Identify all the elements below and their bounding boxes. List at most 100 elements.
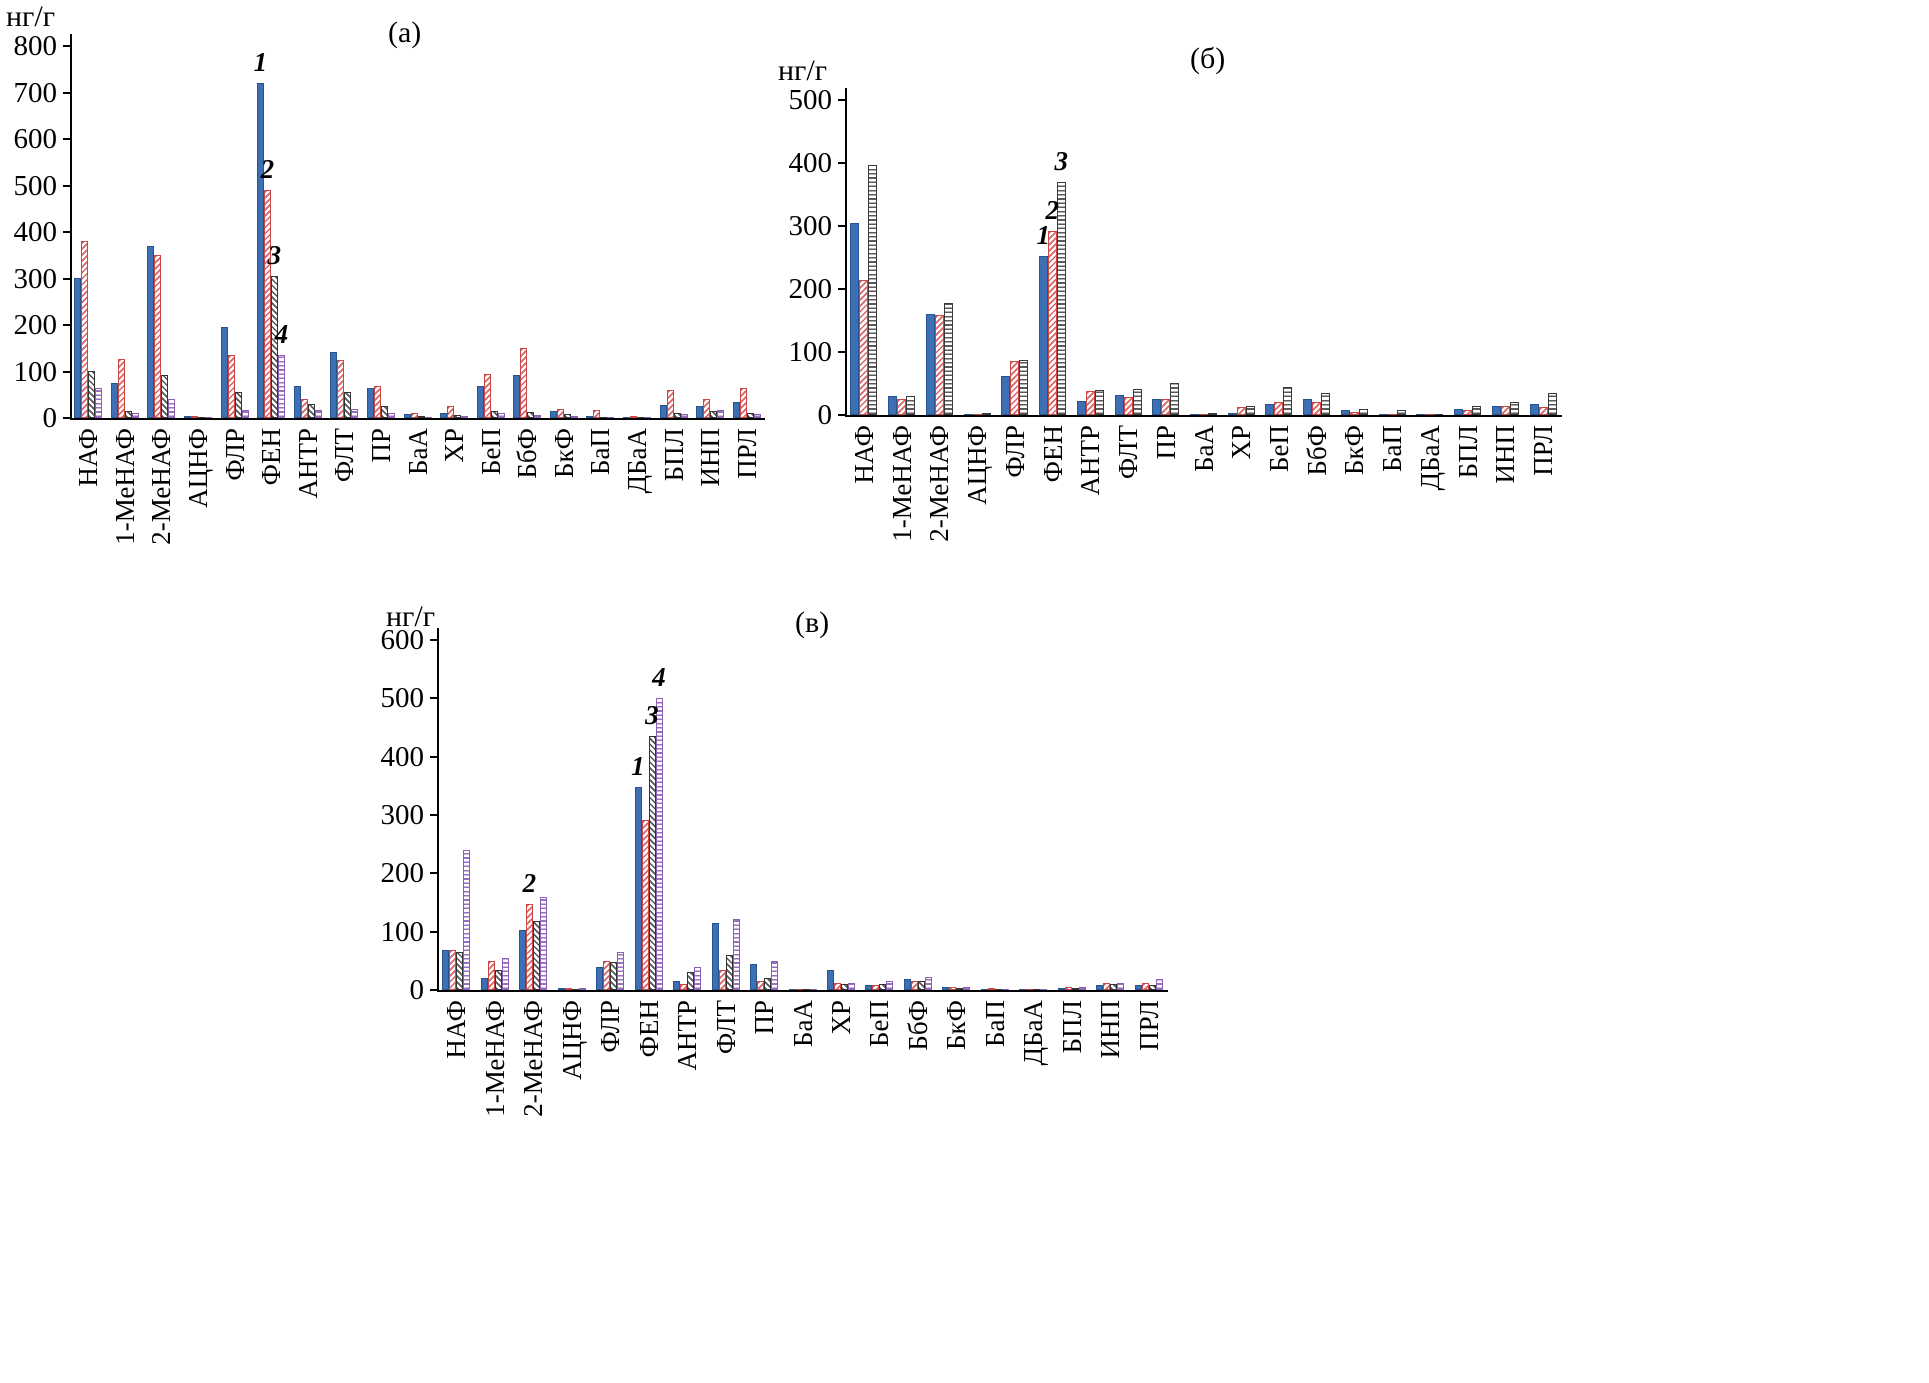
x-axis-category-label: АНТР bbox=[292, 428, 323, 499]
bar-ФЕН-s3 bbox=[1057, 182, 1067, 415]
series-annotation-2: 2 bbox=[1045, 195, 1060, 225]
bar-БПЛ-s4 bbox=[1078, 987, 1086, 990]
x-axis-category-label: ПРЛ bbox=[1528, 425, 1559, 476]
x-axis-category-label: БПЛ bbox=[1452, 425, 1483, 479]
bar-ФЛТ-s3 bbox=[1132, 389, 1142, 415]
bar-БПЛ-s1 bbox=[659, 405, 667, 418]
bar-ФЛР-s2 bbox=[603, 961, 611, 990]
y-axis-tick bbox=[838, 414, 845, 416]
bar-НАФ-s4 bbox=[95, 388, 103, 418]
bar-ФЕН-s4 bbox=[655, 698, 663, 990]
bar-ХР-s1 bbox=[440, 413, 448, 418]
x-axis-category-label: ФЕН bbox=[1037, 425, 1068, 483]
bar-БкФ-s3 bbox=[956, 988, 964, 990]
bar-АЦНФ-s1 bbox=[557, 988, 565, 990]
x-axis-category-label: 1-МеНАФ bbox=[479, 1000, 510, 1117]
x-axis-category-label: ФЕН bbox=[633, 1000, 664, 1058]
bar-ХР-s2 bbox=[1236, 407, 1246, 415]
bar-ФЛТ-s1 bbox=[1114, 395, 1124, 415]
bar-ПР-s2 bbox=[1161, 399, 1171, 415]
x-axis-line bbox=[437, 990, 1168, 992]
bar-ПРЛ-s2 bbox=[739, 388, 747, 418]
y-axis-line bbox=[845, 88, 847, 417]
bar-БПЛ-s3 bbox=[1071, 988, 1079, 990]
x-axis-category-label: АНТР bbox=[1075, 425, 1106, 496]
bar-ФЛТ-s1 bbox=[330, 352, 338, 418]
bar-АЦНФ-s2 bbox=[564, 988, 572, 990]
bar-1-МеНАФ-s1 bbox=[110, 383, 118, 418]
x-axis-category-label: ДБаА bbox=[621, 428, 652, 494]
y-axis-tick bbox=[63, 91, 70, 94]
bar-АЦНФ-s3 bbox=[981, 413, 991, 415]
bar-БПЛ-s1 bbox=[1454, 409, 1464, 415]
bar-ПР-s3 bbox=[1170, 383, 1180, 415]
bar-НАФ-s3 bbox=[88, 371, 96, 418]
bar-БПЛ-s4 bbox=[680, 414, 688, 418]
y-axis-tick-label: 600 bbox=[13, 123, 58, 155]
chart-v: нг/г (в) 0 100 200 300 400 500 600 НАФ 1-МеНАФ 2-Ме… bbox=[360, 596, 1190, 1158]
y-axis-tick bbox=[430, 697, 437, 700]
series-annotation-1: 1 bbox=[1036, 220, 1051, 250]
y-axis-tick bbox=[430, 814, 437, 816]
y-axis-tick bbox=[63, 370, 70, 373]
bar-БаА-s3 bbox=[1208, 413, 1217, 415]
bar-АЦНФ-s1 bbox=[184, 416, 192, 418]
bar-БаП-s2 bbox=[593, 410, 601, 418]
bar-БеП-s1 bbox=[476, 386, 484, 418]
bar-ИНП-s2 bbox=[1500, 406, 1510, 415]
bar-ДБаА-s2 bbox=[629, 416, 637, 418]
bar-БкФ-s4 bbox=[570, 416, 578, 418]
bar-БкФ-s2 bbox=[1349, 412, 1359, 415]
bar-ХР-s3 bbox=[454, 415, 462, 418]
bar-БбФ-s3 bbox=[527, 412, 535, 418]
bar-ПР-s1 bbox=[366, 388, 374, 418]
bar-БбФ-s4 bbox=[924, 977, 932, 990]
bar-1-МеНАФ-s1 bbox=[480, 978, 488, 990]
x-axis-category-label: БеП bbox=[1263, 425, 1294, 472]
x-axis-category-label: ИНП bbox=[1490, 425, 1521, 484]
bar-БПЛ-s2 bbox=[1064, 987, 1072, 990]
bar-ПРЛ-s4 bbox=[1155, 979, 1163, 990]
bar-2-МеНАФ-s2 bbox=[154, 255, 162, 418]
bar-АЦНФ-s2 bbox=[191, 416, 199, 418]
bar-ХР-s2 bbox=[833, 983, 841, 990]
bar-1-МеНАФ-s3 bbox=[124, 411, 132, 418]
bar-2-МеНАФ-s1 bbox=[925, 314, 935, 415]
bar-БбФ-s1 bbox=[903, 979, 911, 990]
y-axis-tick-label: 300 bbox=[788, 210, 833, 242]
bar-АНТР-s1 bbox=[673, 981, 681, 990]
bar-ПРЛ-s2 bbox=[1538, 407, 1548, 415]
x-axis-category-label: ДБаА bbox=[1018, 1000, 1049, 1066]
bar-2-МеНАФ-s2 bbox=[934, 315, 944, 415]
x-axis-category-label: 2-МеНАФ bbox=[146, 428, 177, 545]
bar-АНТР-s4 bbox=[694, 967, 702, 990]
bar-1-МеНАФ-s4 bbox=[131, 413, 139, 418]
bar-БаА-s1 bbox=[403, 414, 411, 418]
y-axis-tick bbox=[430, 755, 437, 758]
y-axis-tick bbox=[838, 351, 845, 353]
bar-АНТР-s2 bbox=[1085, 391, 1095, 415]
bar-ХР-s1 bbox=[1227, 413, 1237, 415]
x-axis-category-label: ХР bbox=[439, 428, 470, 463]
bar-2-МеНАФ-s2 bbox=[526, 904, 534, 990]
x-axis-category-label: ПР bbox=[365, 428, 396, 463]
y-axis-tick-label: 500 bbox=[13, 169, 58, 202]
y-axis-tick-label: 100 bbox=[380, 915, 425, 948]
bar-БкФ-s1 bbox=[942, 987, 950, 990]
y-axis-tick bbox=[838, 288, 845, 290]
y-axis-tick-label: 300 bbox=[380, 799, 425, 831]
bar-ИНП-s4 bbox=[717, 410, 725, 418]
bar-ПРЛ-s2 bbox=[1141, 983, 1149, 990]
chart-panel-title: (в) bbox=[795, 606, 830, 639]
y-axis-tick bbox=[838, 99, 845, 101]
bar-БкФ-s2 bbox=[949, 987, 957, 990]
bar-ФЕН-s2 bbox=[264, 190, 272, 418]
bar-ИНП-s1 bbox=[1491, 406, 1501, 415]
bar-ФЛТ-s3 bbox=[725, 955, 733, 990]
y-axis-tick-label: 300 bbox=[13, 262, 58, 295]
x-axis-category-label: БаА bbox=[787, 1000, 818, 1047]
bar-ПРЛ-s3 bbox=[746, 413, 754, 418]
y-axis-tick bbox=[430, 930, 437, 933]
y-axis-tick bbox=[838, 162, 845, 164]
x-axis-category-label: 1-МеНАФ bbox=[109, 428, 140, 545]
